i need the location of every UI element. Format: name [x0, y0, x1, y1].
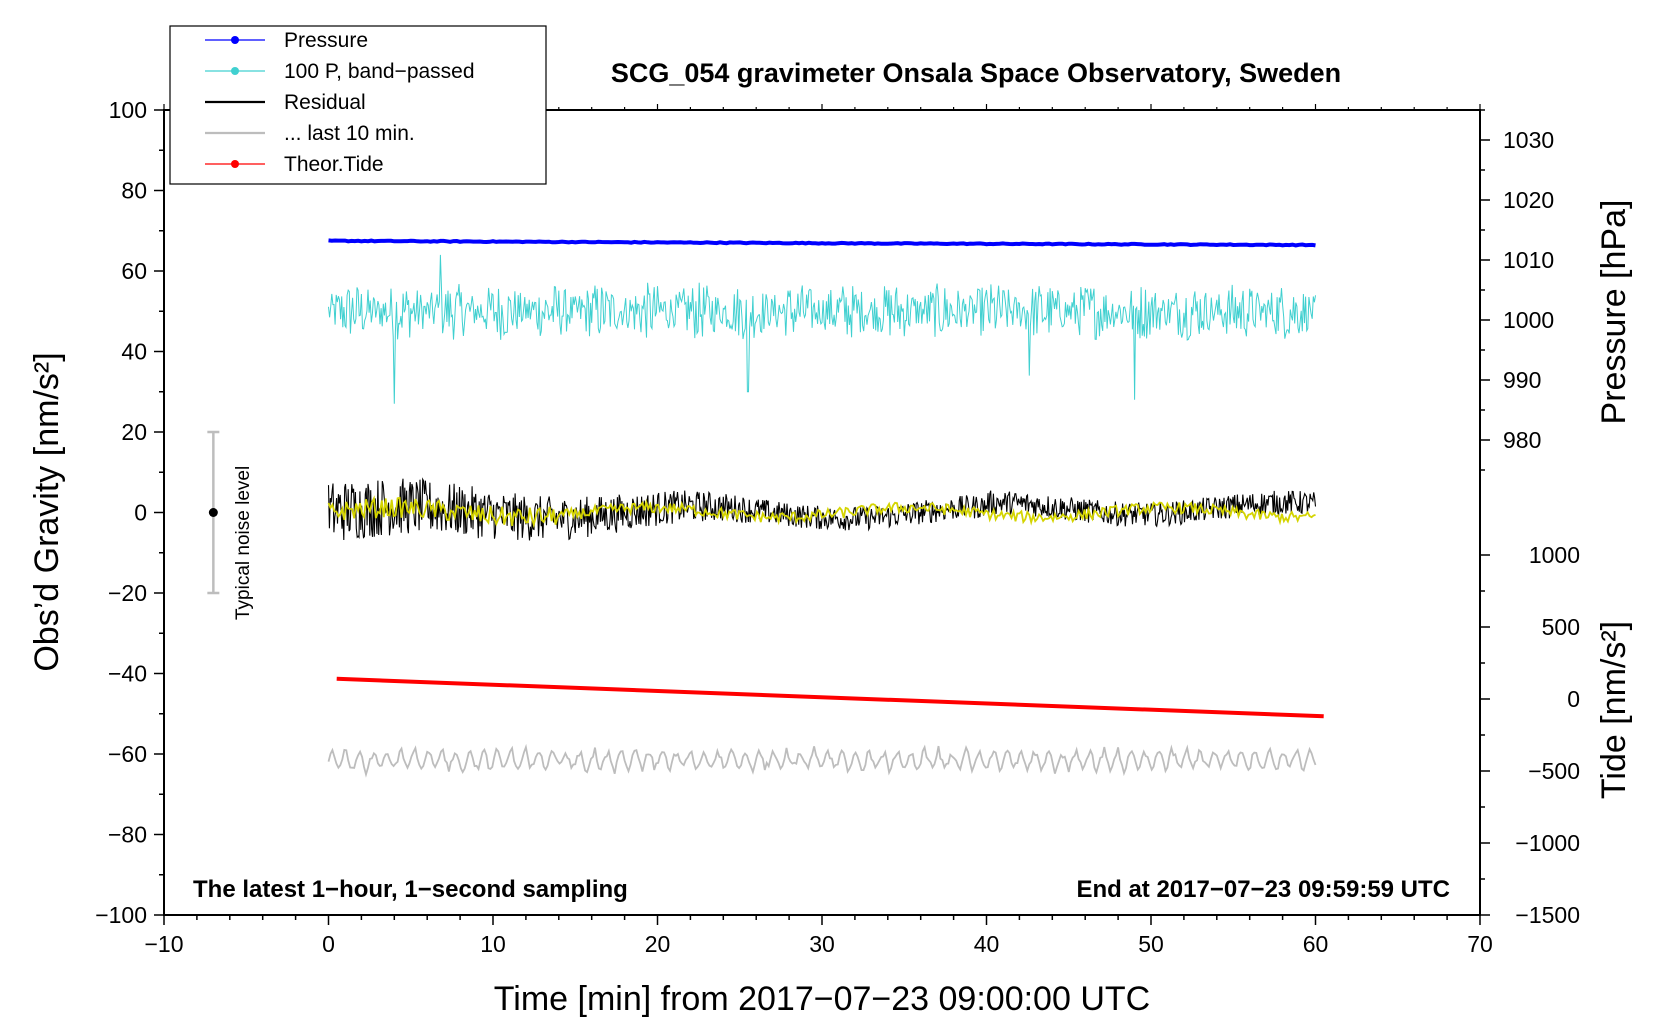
y-left-tick-label: −100	[95, 902, 147, 928]
legend-label: Pressure	[284, 29, 368, 52]
series-layer	[327, 238, 1324, 778]
y-left-tick-label: 0	[134, 500, 147, 526]
series-pressure	[328, 238, 1316, 248]
legend-label: Residual	[284, 91, 366, 114]
y-axis-tide-title: Tide [nm/s²]	[1595, 621, 1633, 799]
y-tide-tick-label: −1000	[1515, 830, 1580, 856]
y-left-tick-label: 20	[121, 419, 147, 445]
x-tick-label: −10	[144, 931, 183, 957]
legend-label: 100 P, band−passed	[284, 60, 475, 83]
y-left-tick-label: 80	[121, 178, 147, 204]
legend-label: ... last 10 min.	[284, 122, 415, 145]
annotation-latest-hour: The latest 1−hour, 1−second sampling	[193, 876, 628, 903]
noise-level-indicator	[207, 430, 220, 595]
series-band-passed-pressure	[328, 254, 1316, 404]
series-theoretical-tide	[336, 676, 1324, 719]
y-left-tick-label: 100	[109, 97, 147, 123]
legend-swatch-dot	[231, 36, 239, 44]
y-axis-left-title: Obs’d Gravity [nm/s²]	[28, 352, 66, 671]
series-last-10-min	[327, 743, 1317, 778]
x-tick-label: 0	[322, 931, 335, 957]
x-tick-label: 70	[1467, 931, 1493, 957]
y-tide-tick-label: −1500	[1515, 902, 1580, 928]
y-tide-tick-label: 0	[1567, 686, 1580, 712]
y-pressure-tick-label: 1020	[1503, 187, 1554, 213]
noise-bar-center-dot	[208, 508, 218, 517]
legend: Pressure 100 P, band−passed Residual ... la…	[169, 25, 547, 185]
y-axis-tide: 1000 500 0 −500 −1000 −1500	[1480, 542, 1580, 928]
legend-swatch-dot	[231, 67, 239, 75]
y-axis-left-title-text: Obs’d Gravity [nm/s²]	[28, 352, 66, 671]
x-tick-label: 40	[974, 931, 1000, 957]
x-tick-label: 60	[1303, 931, 1329, 957]
y-left-tick-label: −60	[108, 741, 147, 767]
y-left-tick-label: −80	[108, 822, 147, 848]
legend-label: Theor.Tide	[284, 153, 384, 176]
y-left-tick-label: 40	[121, 339, 147, 365]
y-pressure-tick-label: 990	[1503, 367, 1541, 393]
y-tide-tick-label: 1000	[1529, 542, 1580, 568]
x-tick-label: 20	[645, 931, 671, 957]
x-tick-label: 30	[809, 931, 835, 957]
y-left-tick-label: −20	[108, 580, 147, 606]
y-left-tick-label: 60	[121, 258, 147, 284]
y-left-tick-label: −40	[108, 661, 147, 687]
legend-box	[169, 25, 547, 185]
x-tick-label: 10	[480, 931, 506, 957]
y-pressure-tick-label: 1030	[1503, 127, 1554, 153]
noise-level-label: Typical noise level	[233, 466, 254, 620]
y-axis-pressure: 1030 1020 1010 1000 990 980	[1480, 109, 1554, 471]
y-pressure-tick-label: 1000	[1503, 307, 1554, 333]
chart-title: SCG_054 gravimeter Onsala Space Observat…	[611, 58, 1341, 88]
annotation-end-time: End at 2017−07−23 09:59:59 UTC	[1076, 876, 1450, 903]
y-axis-pressure-title: Pressure [hPa]	[1595, 200, 1633, 425]
y-pressure-tick-label: 1010	[1503, 247, 1554, 273]
x-axis-title: Time [min] from 2017−07−23 09:00:00 UTC	[494, 980, 1150, 1018]
x-tick-label: 50	[1138, 931, 1164, 957]
x-axis: −10 0 10 20 30 40 50 60 70	[144, 104, 1493, 957]
y-pressure-tick-label: 980	[1503, 427, 1541, 453]
y-axis-left: 100 80 60 40 20 0 −20 −40 −60 −80 −100	[95, 97, 164, 928]
legend-swatch-dot	[231, 160, 239, 168]
y-tide-tick-label: −500	[1528, 758, 1580, 784]
y-tide-tick-label: 500	[1542, 614, 1580, 640]
series-residual-smoothed	[327, 495, 1316, 529]
series-residual	[327, 477, 1317, 541]
